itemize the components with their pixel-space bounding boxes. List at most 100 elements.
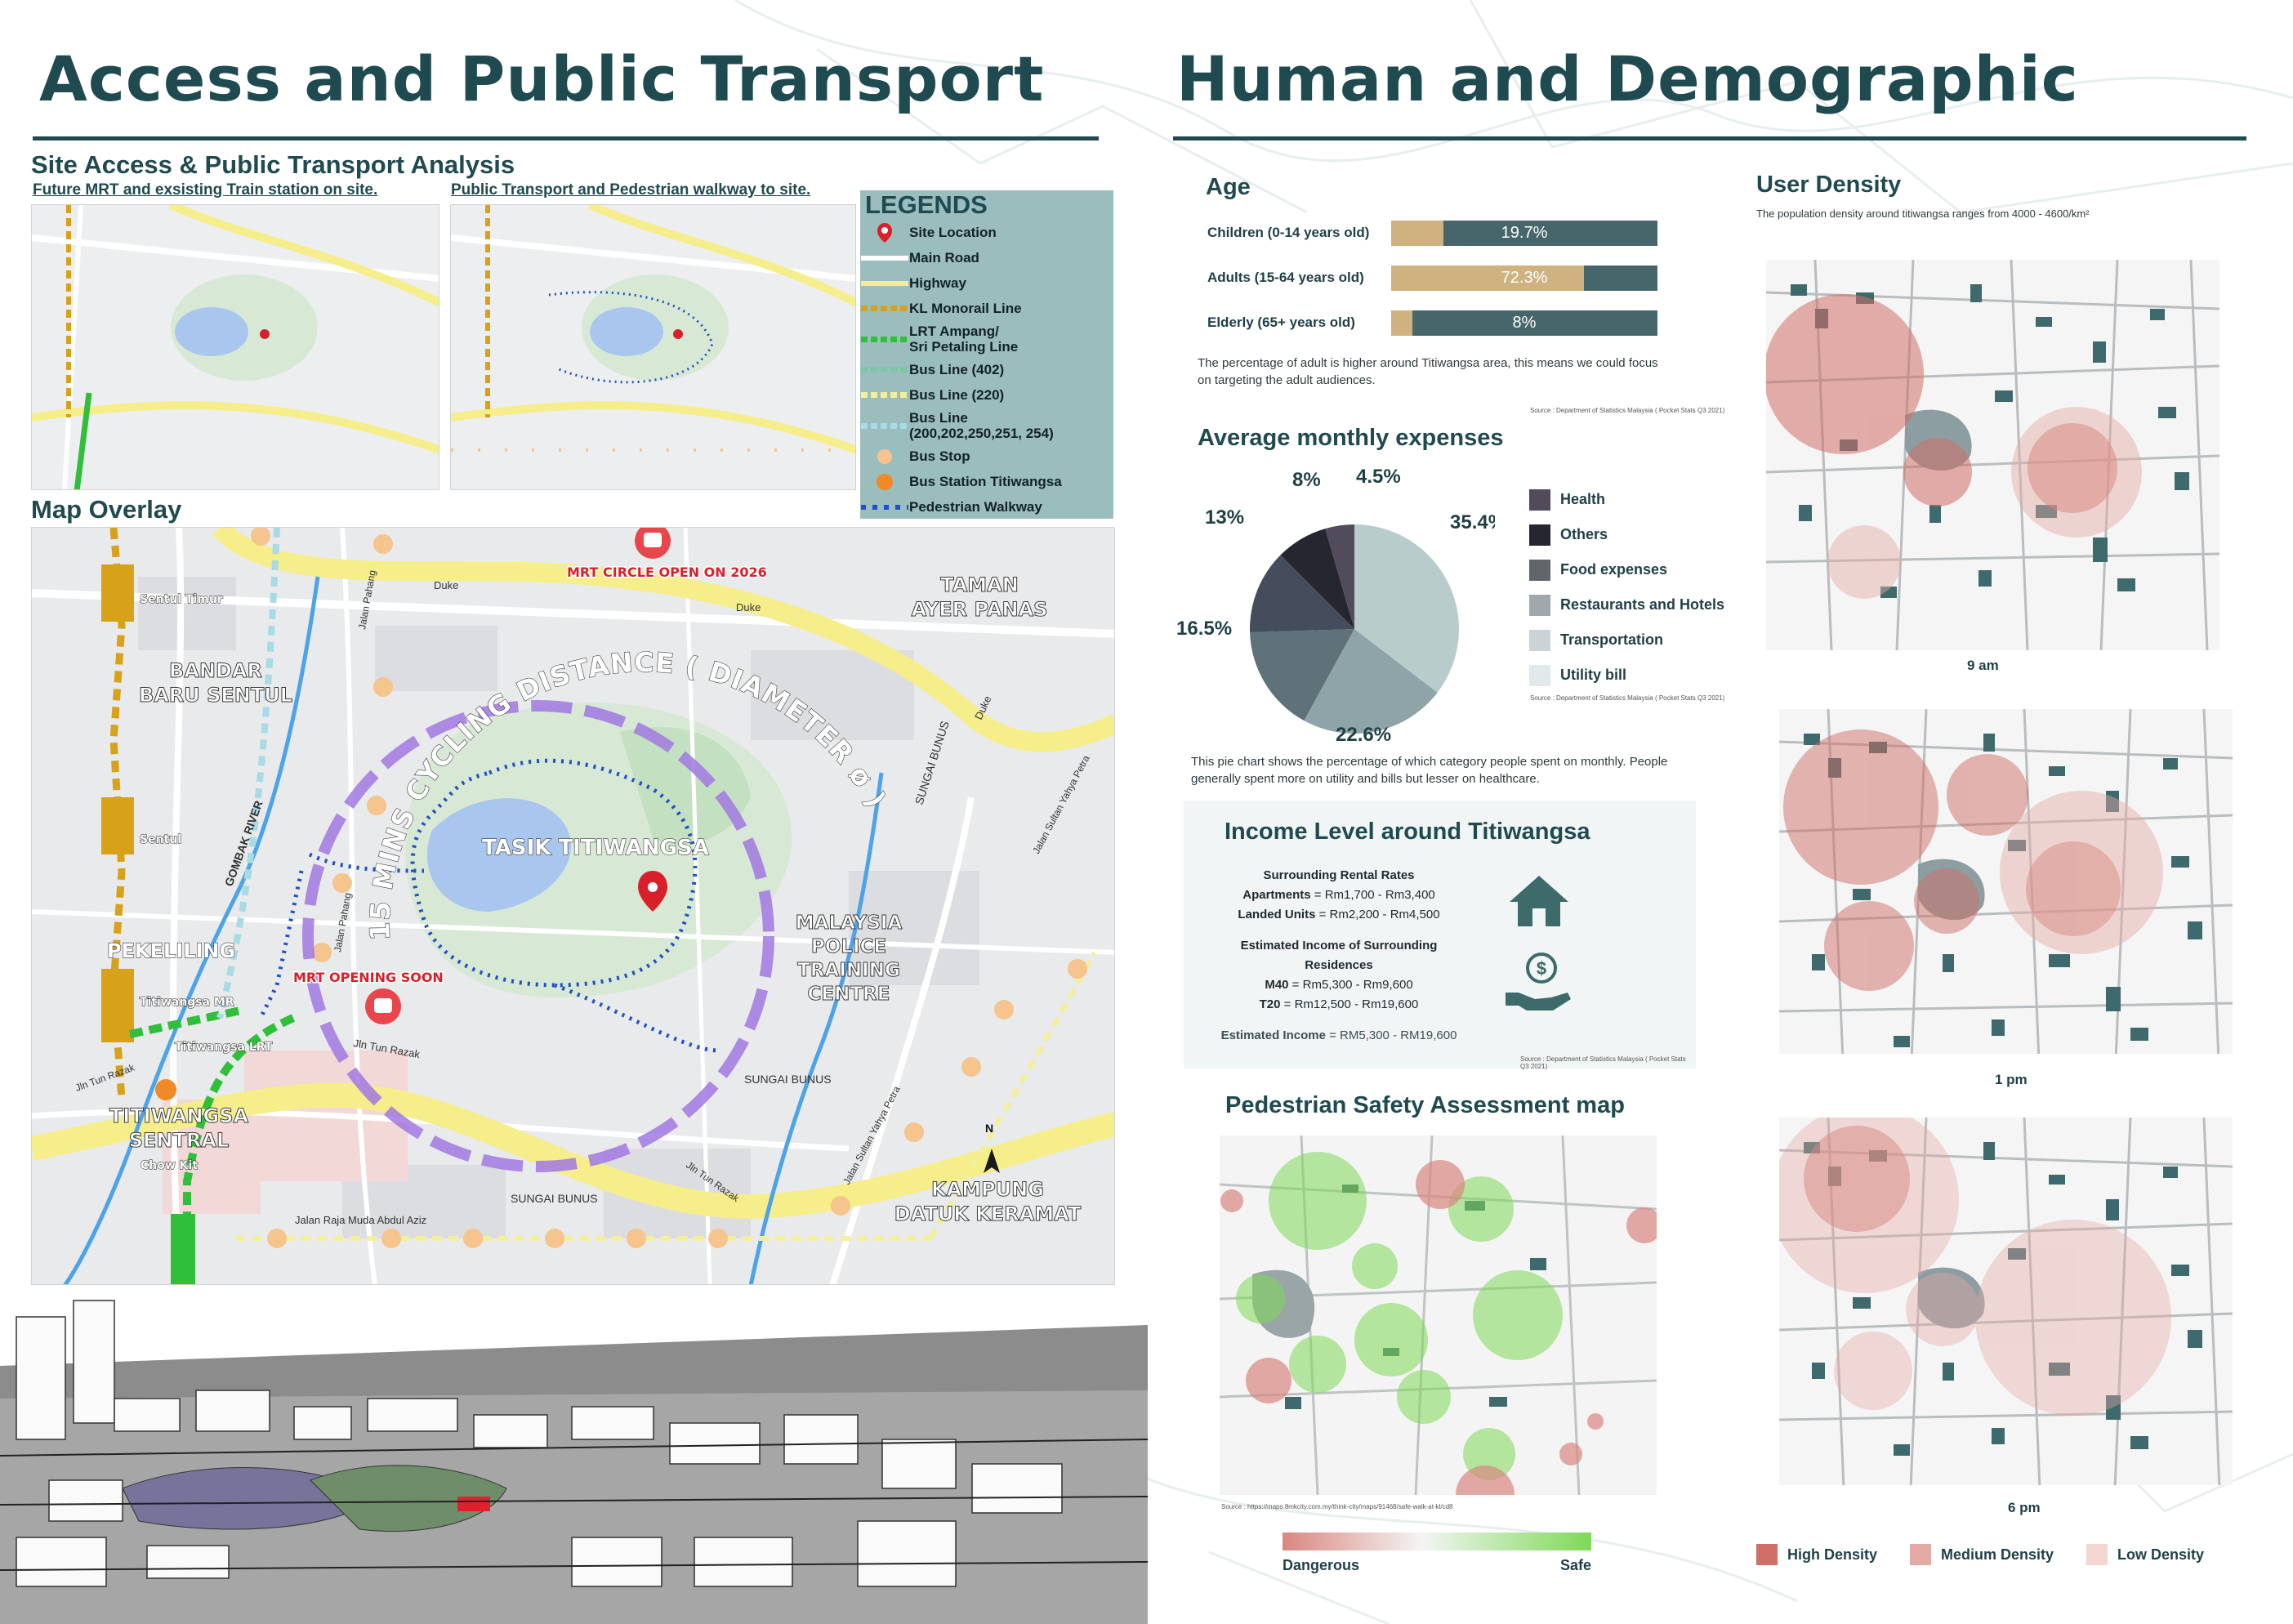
age-bar-fill [1391,265,1584,291]
density-map-9am [1766,260,2219,650]
safe-label: Safe [1560,1557,1592,1573]
pin-icon [860,222,909,243]
label-jalan-pahang: Jalan Pahang [356,569,378,631]
income-source: Source : Department of Statistics Malays… [1520,1055,1686,1070]
house-icon [1510,876,1568,926]
age-bar: 8% [1391,310,1657,336]
legend-label: Main Road [909,250,979,265]
age-note: The percentage of adult is higher around… [1198,356,1658,387]
map-label-line: TRAINING [797,960,901,982]
pie-value-label: 35.4% [1450,511,1495,533]
label-tasik-titiwangsa: TASIK TITIWANGSA [482,836,709,860]
legend-title: LEGENDS [865,190,988,219]
legend-item: KL Monorail Line [860,296,1113,321]
legend-swatch [1529,489,1550,511]
age-bar-label: Adults (15-64 years old) [1207,270,1364,285]
legend-item: Bus Station Titiwangsa [860,469,1113,494]
legend-swatch [1529,524,1550,546]
map-label-line: BANDAR [169,659,263,683]
legend-label: LRT Ampang/ Sri Petaling Line [909,323,1019,355]
left-title-rule [33,136,1099,141]
density-title: User Density [1756,172,1902,198]
map-label-line: TAMAN [940,573,1019,597]
label-sentul-timur: Sentul Timur [140,593,223,606]
age-bar: 72.3% [1391,265,1657,291]
density-label-1pm: 1 pm [1995,1072,2028,1087]
legend-symbol [860,499,909,515]
legend-swatch [1910,1544,1932,1565]
legend-item: Bus Line (220) [860,382,1113,408]
expenses-legend-item: Utility bill [1529,658,1750,693]
label-mrt-opening: MRT OPENING SOON [293,970,444,985]
map-future-mrt [31,204,439,490]
dangerous-label: Dangerous [1283,1557,1360,1573]
label-titiwangsa-mr: Titiwangsa MR [140,996,234,1009]
label-chow-kit: Chow Kit [141,1159,198,1172]
legend-label: High Density [1787,1546,1878,1563]
label-jalan-raja: Jalan Raja Muda Abdul Aziz [295,1214,426,1226]
map-label-line: TITIWANGSA [109,1104,249,1128]
legend-item: Site Location [860,220,1113,245]
legend-label: Highway [909,275,966,291]
pie-slice [1354,524,1459,693]
label-jln-tun-razak-2: Jln Tun Razak [74,1061,136,1094]
pie-value-label: 8% [1292,469,1321,491]
expenses-note: This pie chart shows the percentage of w… [1191,755,1668,786]
label-jln-tun-razak-3: Jln Tun Razak [684,1159,742,1205]
map-label-line: DATUK KERAMAT [894,1202,1082,1226]
age-title: Age [1206,174,1251,200]
legend-label: Others [1560,526,1608,542]
expenses-legend-item: Health [1529,482,1750,517]
pie-slice [1325,524,1354,629]
map-label-line: MALAYSIA [795,912,903,935]
legend-label: Low Density [2117,1546,2205,1563]
map2-caption: Public Transport and Pedestrian walkway … [451,181,811,199]
expenses-pie-chart: 35.4% 22.6% 16.5% 13% 8% 4.5% [1176,466,1495,746]
income-panel: Income Level around Titiwangsa Surroundi… [1184,801,1696,1070]
legend-swatch [2086,1544,2108,1565]
legend-item: Pedestrian Walkway [860,494,1113,520]
bus-station-icon [860,473,909,490]
legend-symbol [860,301,909,317]
density-label-6pm: 6 pm [2008,1500,2041,1515]
cycling-distance-label: 15 MINS CYCLING DISTANCE ( DIAMETER ø ) [364,646,892,941]
label-titiwangsa-lrt: Titiwangsa LRT [175,1041,273,1054]
money-hand-icon: $ [1506,953,1571,1011]
legend-symbol [860,417,909,434]
safety-source: Source : https://maps.8mkcity.com.my/thi… [1221,1503,1453,1510]
age-bar-value: 8% [1512,314,1537,332]
expenses-source: Source : Department of Statistics Malays… [1530,694,1725,702]
legend-label: Bus Station Titiwangsa [909,474,1062,489]
map-label-line: SENTRAL [128,1129,230,1153]
label-jalan-sultan: Jalan Sultan Yahya Petra [841,1084,903,1186]
section-title-site-access: Site Access & Public Transport Analysis [31,150,515,179]
age-bar-chart: Children (0-14 years old) 19.7% Adults (15… [1207,221,1665,351]
pie-slice [1304,629,1438,734]
legend-label: Utility bill [1560,667,1626,683]
label-sentul: Sentul [140,833,181,846]
label-titiwangsa-sentral: TITIWANGSA SENTRAL [97,1104,261,1153]
left-page-title: Access and Public Transport [39,42,1045,115]
legend-symbol [860,250,909,266]
age-bar-label: Children (0-14 years old) [1207,225,1370,240]
legend-label: Bus Line (402) [909,362,1005,377]
legend-label: Transportation [1560,631,1664,648]
legend-swatch [1529,559,1550,581]
expenses-legend: Health Others Food expenses Restaurants and… [1529,482,1750,693]
density-legend: High Density Medium Density Low Density [1756,1544,2246,1565]
legend-label: Food expenses [1560,561,1668,578]
income-details: Surrounding Rental Rates Apartments = Rm… [1200,866,1478,1046]
label-jalan-sultan-2: Jalan Sultan Yahya Petra [1030,753,1092,855]
density-subtitle: The population density around titiwangsa… [1756,207,2090,220]
estimated-income-row: Estimated Income = RM5,300 - RM19,600 [1220,1028,1457,1042]
m40-row: M40 = Rm5,300 - Rm9,600 [1265,978,1413,992]
legend-label: KL Monorail Line [909,301,1022,316]
expenses-legend-item: Food expenses [1529,552,1750,587]
legend-swatch [1529,664,1550,686]
expenses-title: Average monthly expenses [1198,425,1504,451]
expenses-legend-item: Transportation [1529,622,1750,658]
est-heading: Estimated Income of Surrounding Residenc… [1240,939,1438,972]
density-legend-item: Low Density [2086,1544,2204,1565]
legend-item: Bus Stop [860,444,1113,469]
t20-row: T20 = Rm12,500 - Rm19,600 [1259,997,1419,1011]
